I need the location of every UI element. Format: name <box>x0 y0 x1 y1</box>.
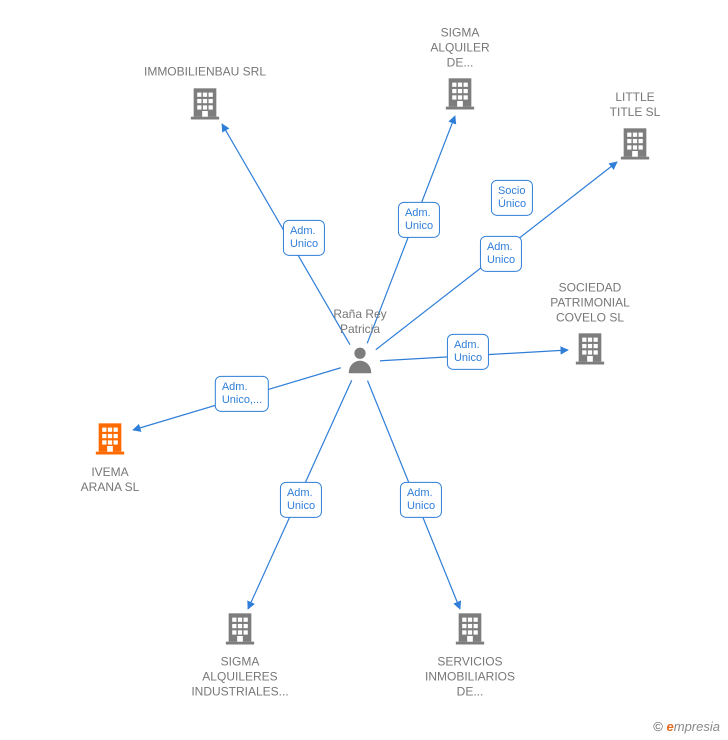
edge-label: Adm. Unico,... <box>215 376 269 412</box>
edge-label: Adm. Unico <box>447 334 489 370</box>
diagram-canvas: Raña Rey Patricia IMMOBILIENBAU SRL SIGM… <box>0 0 728 740</box>
building-icon <box>188 86 222 120</box>
edge-label: Socio Único <box>491 180 533 216</box>
center-person-node[interactable] <box>345 345 375 380</box>
company-label: SIGMA ALQUILERES INDUSTRIALES... <box>191 655 288 700</box>
brand-rest: mpresia <box>674 719 720 734</box>
copyright: © empresia <box>653 719 720 734</box>
building-icon <box>223 611 257 645</box>
building-icon <box>93 421 127 455</box>
company-node[interactable] <box>443 76 477 115</box>
edge-label: Adm. Unico <box>480 236 522 272</box>
building-icon <box>453 611 487 645</box>
company-node[interactable] <box>573 331 607 370</box>
building-icon <box>618 126 652 160</box>
company-node[interactable] <box>93 421 127 460</box>
building-icon <box>573 331 607 365</box>
edge-label: Adm. Unico <box>398 202 440 238</box>
company-node[interactable] <box>188 86 222 125</box>
company-label: SIGMA ALQUILER DE... <box>430 26 489 71</box>
edge-label: Adm. Unico <box>400 482 442 518</box>
building-icon <box>443 76 477 110</box>
company-node[interactable] <box>453 611 487 650</box>
company-node[interactable] <box>618 126 652 165</box>
company-label: IVEMA ARANA SL <box>81 465 140 495</box>
brand-first-letter: e <box>667 719 674 734</box>
edge-label: Adm. Unico <box>280 482 322 518</box>
person-icon <box>345 345 375 375</box>
company-label: SERVICIOS INMOBILIARIOS DE... <box>425 655 515 700</box>
center-label: Raña Rey Patricia <box>333 307 386 337</box>
copyright-symbol: © <box>653 719 663 734</box>
company-node[interactable] <box>223 611 257 650</box>
edge-label: Adm. Unico <box>283 220 325 256</box>
company-label: LITTLE TITLE SL <box>610 90 661 120</box>
company-label: IMMOBILIENBAU SRL <box>144 65 266 80</box>
company-label: SOCIEDAD PATRIMONIAL COVELO SL <box>550 281 630 326</box>
